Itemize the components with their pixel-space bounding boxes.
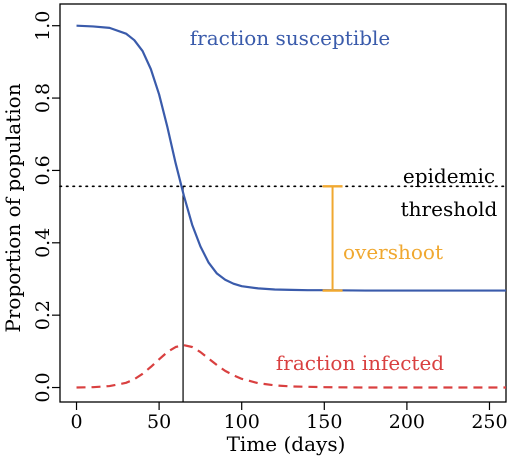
x-tick-label-150: 150 bbox=[306, 411, 342, 433]
y-tick-label-0: 0.0 bbox=[32, 372, 54, 402]
annotation-epidemic: epidemic bbox=[403, 164, 495, 188]
x-tick-label-250: 250 bbox=[471, 411, 507, 433]
annotation-threshold: threshold bbox=[401, 197, 498, 221]
x-tick-label-100: 100 bbox=[224, 411, 260, 433]
annotation-overshoot: overshoot bbox=[343, 240, 443, 264]
y-tick-label-5: 1.0 bbox=[32, 11, 54, 41]
x-axis-label: Time (days) bbox=[227, 432, 346, 456]
y-axis-label: Proportion of population bbox=[1, 83, 25, 332]
annotation-susceptible: fraction susceptible bbox=[190, 26, 391, 50]
y-tick-label-4: 0.8 bbox=[32, 83, 54, 113]
x-tick-label-200: 200 bbox=[389, 411, 425, 433]
plot-layer: 0 50 100 150 200 250 0.0 0.2 0.4 0.6 0.8 1.0 fractio… bbox=[32, 3, 508, 433]
susceptible-curve bbox=[76, 24, 506, 292]
x-tick-label-0: 0 bbox=[70, 411, 82, 433]
y-tick-label-1: 0.2 bbox=[32, 300, 54, 330]
infected-curve bbox=[76, 344, 506, 389]
plot-frame bbox=[59, 3, 507, 403]
x-tick-label-50: 50 bbox=[147, 411, 171, 433]
annotation-infected: fraction infected bbox=[276, 351, 444, 375]
y-tick-label-2: 0.4 bbox=[32, 228, 54, 258]
y-tick-label-3: 0.6 bbox=[32, 155, 54, 185]
